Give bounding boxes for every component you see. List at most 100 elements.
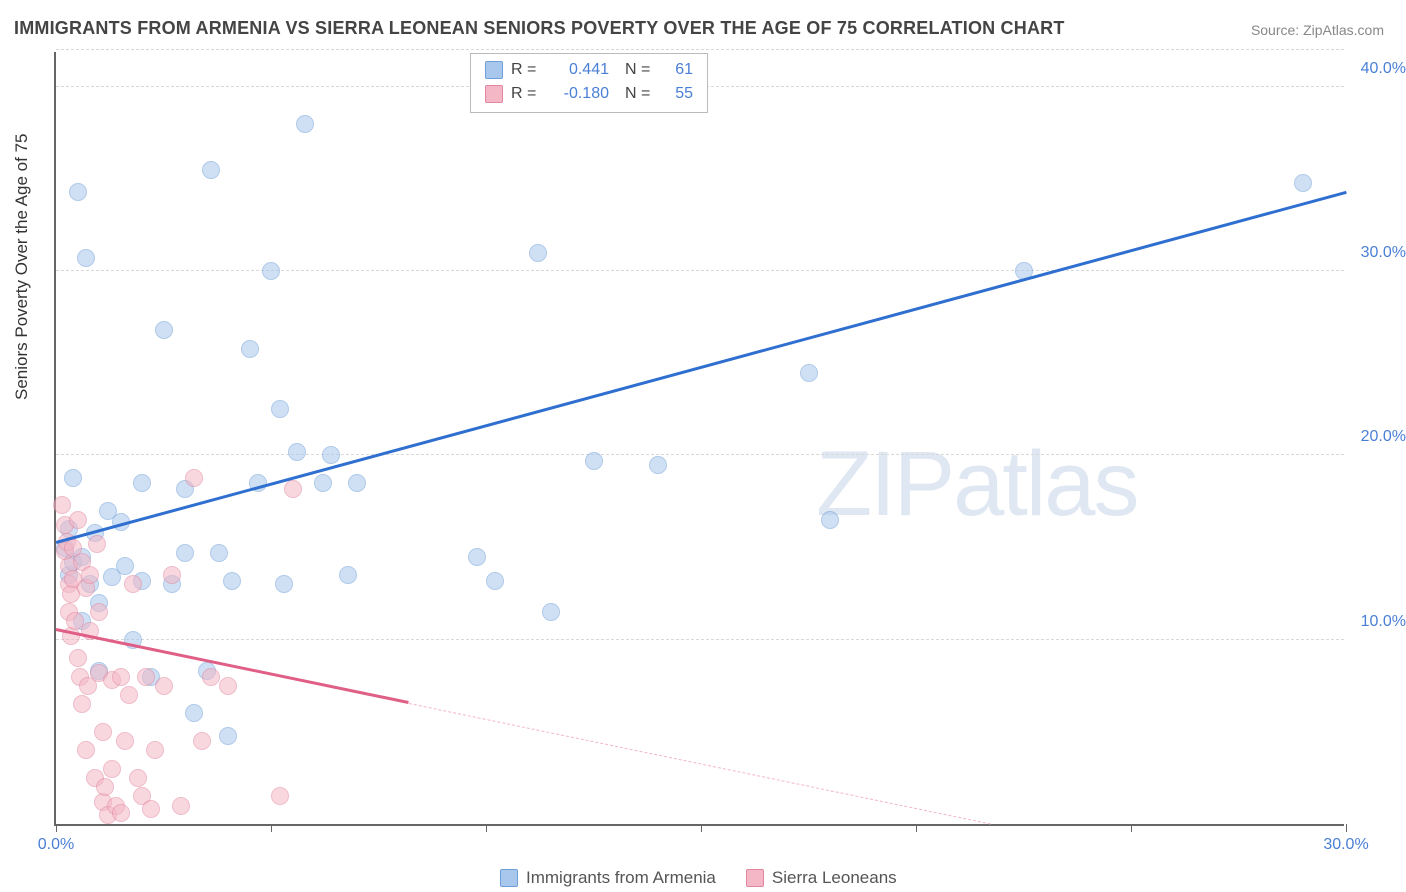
data-point	[322, 446, 340, 464]
trend-line-dashed	[408, 703, 990, 824]
data-point	[529, 244, 547, 262]
legend-label-2: Sierra Leoneans	[772, 868, 897, 888]
data-point	[81, 566, 99, 584]
stats-legend-row-1: R = 0.441 N = 61	[485, 58, 693, 82]
data-point	[241, 340, 259, 358]
data-point	[96, 778, 114, 796]
data-point	[486, 572, 504, 590]
data-point	[77, 741, 95, 759]
gridline	[56, 270, 1344, 271]
data-point	[542, 603, 560, 621]
data-point	[155, 677, 173, 695]
data-point	[69, 511, 87, 529]
data-point	[262, 262, 280, 280]
data-point	[800, 364, 818, 382]
stats-legend: R = 0.441 N = 61 R = -0.180 N = 55	[470, 53, 708, 113]
legend-label-1: Immigrants from Armenia	[526, 868, 716, 888]
data-point	[210, 544, 228, 562]
data-point	[146, 741, 164, 759]
data-point	[53, 496, 71, 514]
x-tick-label: 30.0%	[1323, 836, 1368, 854]
swatch-series-2	[485, 85, 503, 103]
data-point	[69, 649, 87, 667]
n-label: N =	[625, 61, 655, 79]
r-label: R =	[511, 85, 541, 103]
data-point	[821, 511, 839, 529]
data-point	[585, 452, 603, 470]
data-point	[348, 474, 366, 492]
data-point	[1294, 174, 1312, 192]
data-point	[275, 575, 293, 593]
x-tick-label: 0.0%	[38, 836, 74, 854]
data-point	[271, 400, 289, 418]
data-point	[155, 321, 173, 339]
y-tick-label: 10.0%	[1361, 613, 1406, 631]
data-point	[124, 575, 142, 593]
data-point	[163, 566, 181, 584]
y-tick-label: 40.0%	[1361, 60, 1406, 78]
y-tick-label: 20.0%	[1361, 428, 1406, 446]
gridline	[56, 49, 1344, 50]
data-point	[339, 566, 357, 584]
data-point	[64, 469, 82, 487]
data-point	[137, 668, 155, 686]
r-value-2: -0.180	[549, 85, 609, 103]
x-tick	[271, 824, 272, 832]
watermark-text: ZIPatlas	[816, 432, 1137, 537]
data-point	[296, 115, 314, 133]
data-point	[116, 732, 134, 750]
data-point	[73, 695, 91, 713]
data-point	[223, 572, 241, 590]
data-point	[69, 183, 87, 201]
x-tick	[486, 824, 487, 832]
data-point	[77, 249, 95, 267]
data-point	[90, 603, 108, 621]
data-point	[219, 727, 237, 745]
stats-legend-row-2: R = -0.180 N = 55	[485, 82, 693, 106]
data-point	[112, 804, 130, 822]
r-value-1: 0.441	[549, 61, 609, 79]
data-point	[185, 469, 203, 487]
data-point	[219, 677, 237, 695]
scatter-plot-area: ZIPatlas 10.0%20.0%30.0%40.0%0.0%30.0%	[54, 52, 1344, 826]
data-point	[129, 769, 147, 787]
data-point	[193, 732, 211, 750]
y-axis-label: Seniors Poverty Over the Age of 75	[12, 134, 32, 400]
trend-line	[56, 191, 1347, 544]
r-label: R =	[511, 61, 541, 79]
data-point	[202, 668, 220, 686]
data-point	[284, 480, 302, 498]
source-attribution: Source: ZipAtlas.com	[1251, 22, 1384, 38]
swatch-series-1	[500, 869, 518, 887]
x-tick	[1346, 824, 1347, 832]
data-point	[88, 535, 106, 553]
data-point	[103, 760, 121, 778]
data-point	[120, 686, 138, 704]
data-point	[94, 723, 112, 741]
swatch-series-1	[485, 61, 503, 79]
swatch-series-2	[746, 869, 764, 887]
gridline	[56, 639, 1344, 640]
data-point	[649, 456, 667, 474]
data-point	[176, 544, 194, 562]
series-legend: Immigrants from Armenia Sierra Leoneans	[500, 868, 897, 888]
data-point	[142, 800, 160, 818]
n-value-1: 61	[663, 61, 693, 79]
y-tick-label: 30.0%	[1361, 244, 1406, 262]
chart-title: IMMIGRANTS FROM ARMENIA VS SIERRA LEONEA…	[14, 18, 1065, 39]
data-point	[468, 548, 486, 566]
gridline	[56, 454, 1344, 455]
x-tick	[701, 824, 702, 832]
data-point	[314, 474, 332, 492]
n-label: N =	[625, 85, 655, 103]
legend-item-2: Sierra Leoneans	[746, 868, 897, 888]
n-value-2: 55	[663, 85, 693, 103]
data-point	[172, 797, 190, 815]
data-point	[185, 704, 203, 722]
x-tick	[916, 824, 917, 832]
data-point	[112, 668, 130, 686]
legend-item-1: Immigrants from Armenia	[500, 868, 716, 888]
data-point	[116, 557, 134, 575]
data-point	[288, 443, 306, 461]
data-point	[271, 787, 289, 805]
